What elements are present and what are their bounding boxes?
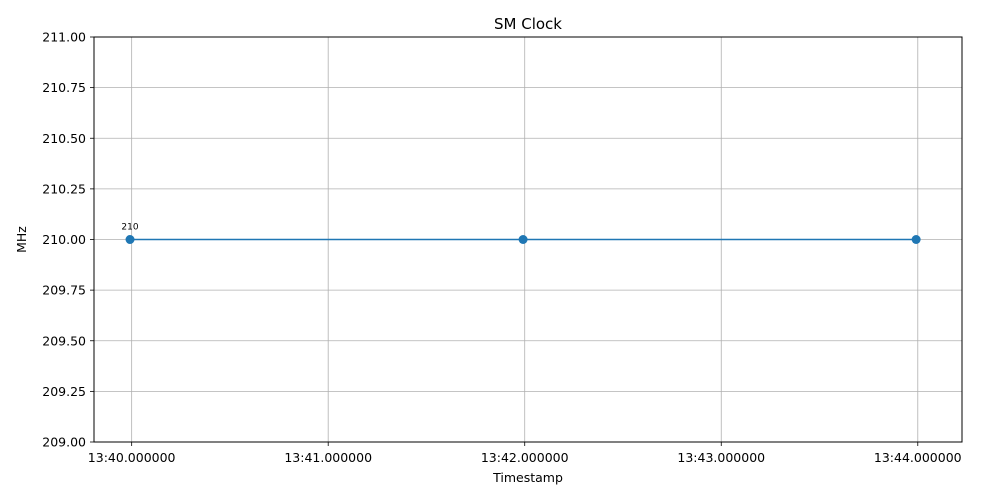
axis-ticks: 13:40.000000 13:41.000000 13:42.000000 13:4… <box>42 30 961 466</box>
y-tick-label: 210.00 <box>42 232 86 247</box>
y-tick-label: 209.50 <box>42 333 86 348</box>
x-axis-label: Timestamp <box>492 470 563 485</box>
y-tick-label: 209.75 <box>42 283 86 298</box>
y-tick-label: 209.00 <box>42 435 86 450</box>
x-tick-label: 13:40.000000 <box>88 450 176 465</box>
y-tick-label: 210.50 <box>42 131 86 146</box>
x-tick-label: 13:43.000000 <box>677 450 765 465</box>
x-tick-label: 13:42.000000 <box>481 450 569 465</box>
series-layer: 210 <box>121 223 921 244</box>
data-point <box>518 235 528 244</box>
data-point <box>125 235 135 244</box>
x-tick-label: 13:44.000000 <box>874 450 962 465</box>
y-axis-label: MHz <box>14 226 29 253</box>
y-tick-label: 210.75 <box>42 80 86 95</box>
data-label: 210 <box>121 223 138 233</box>
chart-title: SM Clock <box>494 15 562 33</box>
y-tick-label: 211.00 <box>42 30 86 45</box>
data-point <box>911 235 921 244</box>
x-tick-label: 13:41.000000 <box>284 450 372 465</box>
y-tick-label: 210.25 <box>42 181 86 196</box>
y-tick-label: 209.25 <box>42 384 86 399</box>
